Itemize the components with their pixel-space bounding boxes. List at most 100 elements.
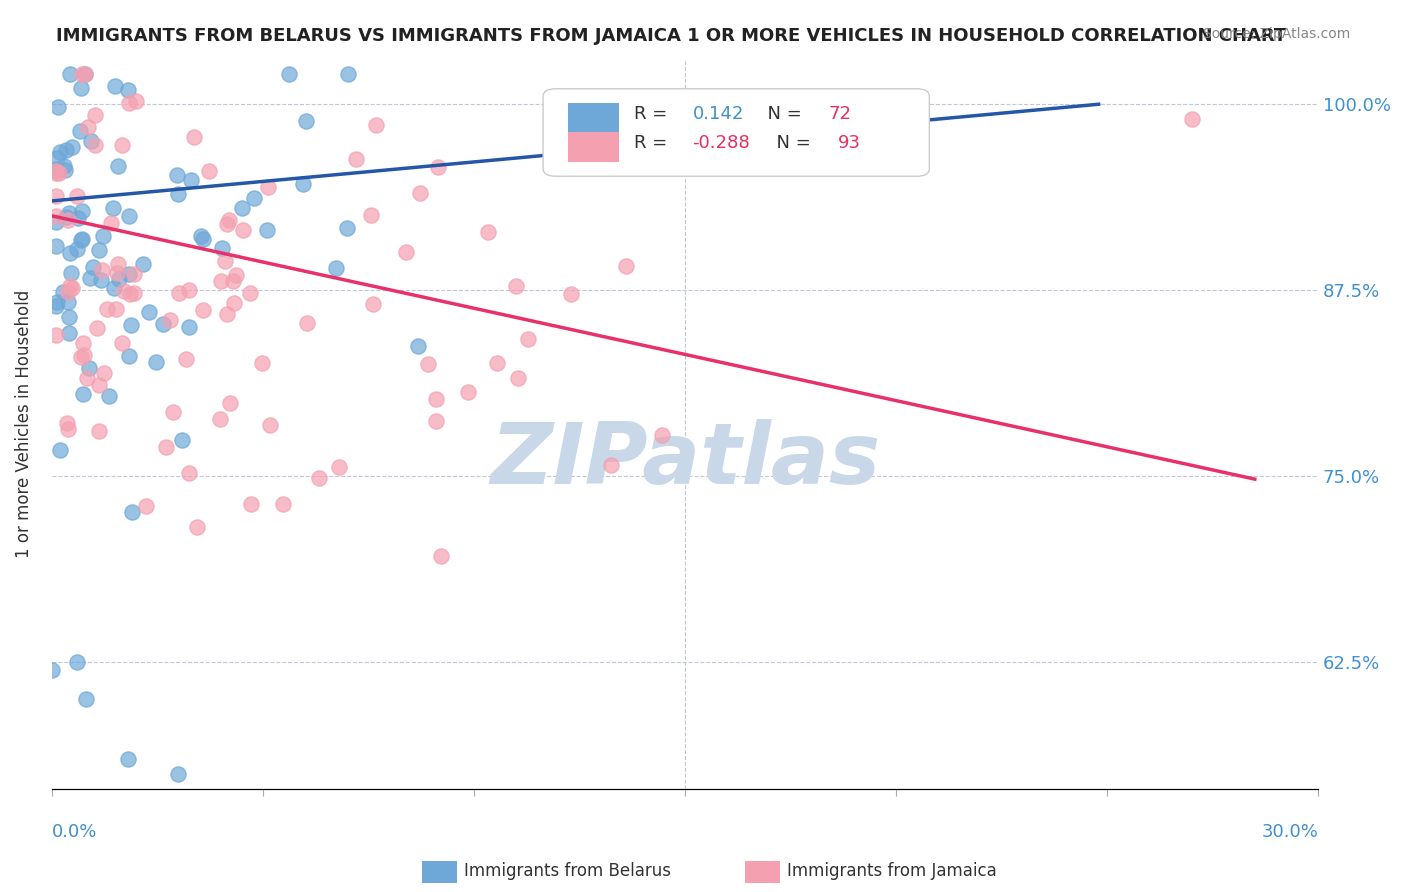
R = -0.288   N = 93 bbox=[363, 296, 385, 310]
R = -0.288   N = 93 bbox=[485, 355, 508, 369]
R = -0.288   N = 93 bbox=[45, 327, 67, 342]
R = -0.288   N = 93 bbox=[1180, 112, 1202, 127]
R =   0.142   N = 72 bbox=[55, 144, 77, 158]
R = -0.288   N = 93 bbox=[122, 286, 145, 301]
R =   0.142   N = 72 bbox=[45, 215, 67, 229]
R = -0.288   N = 93 bbox=[191, 302, 214, 317]
R =   0.142   N = 72 bbox=[121, 505, 143, 519]
R = -0.288   N = 93 bbox=[186, 520, 208, 534]
R = -0.288   N = 93 bbox=[344, 152, 367, 166]
R = -0.288   N = 93 bbox=[360, 208, 382, 222]
R =   0.142   N = 72 bbox=[53, 160, 76, 174]
R =   0.142   N = 72 bbox=[103, 280, 125, 294]
R = -0.288   N = 93 bbox=[614, 259, 637, 273]
R = -0.288   N = 93 bbox=[73, 67, 96, 81]
R =   0.142   N = 72 bbox=[211, 241, 233, 255]
R = -0.288   N = 93 bbox=[48, 165, 70, 179]
R =   0.142   N = 72 bbox=[89, 243, 111, 257]
R =   0.142   N = 72 bbox=[256, 223, 278, 237]
R =   0.142   N = 72 bbox=[145, 354, 167, 368]
R =   0.142   N = 72 bbox=[336, 67, 359, 81]
R = -0.288   N = 93 bbox=[395, 244, 418, 259]
R = -0.288   N = 93 bbox=[70, 67, 93, 81]
R = -0.288   N = 93 bbox=[87, 378, 110, 392]
R = -0.288   N = 93 bbox=[364, 119, 387, 133]
R = -0.288   N = 93 bbox=[58, 285, 80, 299]
R = -0.288   N = 93 bbox=[600, 458, 623, 473]
R =   0.142   N = 72 bbox=[291, 177, 314, 191]
R =   0.142   N = 72 bbox=[75, 692, 97, 706]
R =   0.142   N = 72 bbox=[79, 271, 101, 285]
R = -0.288   N = 93 bbox=[214, 254, 236, 268]
R =   0.142   N = 72 bbox=[58, 326, 80, 341]
R =   0.142   N = 72 bbox=[101, 201, 124, 215]
R =   0.142   N = 72 bbox=[52, 285, 75, 299]
R =   0.142   N = 72 bbox=[118, 209, 141, 223]
R = -0.288   N = 93 bbox=[273, 497, 295, 511]
R =   0.142   N = 72 bbox=[90, 273, 112, 287]
R =   0.142   N = 72 bbox=[45, 294, 67, 309]
R = -0.288   N = 93 bbox=[135, 500, 157, 514]
R = -0.288   N = 93 bbox=[124, 267, 146, 281]
R =   0.142   N = 72 bbox=[325, 260, 347, 275]
R =   0.142   N = 72 bbox=[73, 67, 96, 81]
Text: 30.0%: 30.0% bbox=[1261, 823, 1319, 841]
R =   0.142   N = 72 bbox=[67, 211, 90, 225]
R = -0.288   N = 93 bbox=[297, 316, 319, 330]
R =   0.142   N = 72 bbox=[191, 232, 214, 246]
R = -0.288   N = 93 bbox=[70, 351, 93, 365]
R =   0.142   N = 72 bbox=[77, 361, 100, 376]
R = -0.288   N = 93 bbox=[517, 332, 540, 346]
R = -0.288   N = 93 bbox=[328, 459, 350, 474]
Text: 0.142: 0.142 bbox=[693, 105, 744, 123]
R = -0.288   N = 93 bbox=[72, 335, 94, 350]
R = -0.288   N = 93 bbox=[60, 280, 83, 294]
R = -0.288   N = 93 bbox=[84, 138, 107, 153]
R = -0.288   N = 93 bbox=[66, 189, 89, 203]
R = -0.288   N = 93 bbox=[45, 209, 67, 223]
R = -0.288   N = 93 bbox=[91, 262, 114, 277]
R = -0.288   N = 93 bbox=[155, 440, 177, 454]
R =   0.142   N = 72 bbox=[118, 267, 141, 281]
R =   0.142   N = 72 bbox=[103, 78, 125, 93]
R =   0.142   N = 72 bbox=[53, 162, 76, 177]
R = -0.288   N = 93 bbox=[215, 307, 238, 321]
R =   0.142   N = 72 bbox=[58, 206, 80, 220]
R =   0.142   N = 72 bbox=[72, 204, 94, 219]
R =   0.142   N = 72 bbox=[46, 100, 69, 114]
Text: ZIPatlas: ZIPatlas bbox=[489, 419, 880, 502]
R = -0.288   N = 93 bbox=[183, 130, 205, 145]
R = -0.288   N = 93 bbox=[198, 164, 221, 178]
R = -0.288   N = 93 bbox=[107, 257, 129, 271]
R =   0.142   N = 72 bbox=[166, 186, 188, 201]
R =   0.142   N = 72 bbox=[59, 246, 82, 260]
R = -0.288   N = 93 bbox=[409, 186, 432, 201]
R = -0.288   N = 93 bbox=[112, 284, 135, 298]
R = -0.288   N = 93 bbox=[96, 302, 118, 317]
R = -0.288   N = 93 bbox=[430, 549, 453, 563]
R =   0.142   N = 72 bbox=[152, 317, 174, 331]
Text: 72: 72 bbox=[828, 105, 851, 123]
R =   0.142   N = 72 bbox=[117, 752, 139, 766]
R =   0.142   N = 72 bbox=[118, 349, 141, 363]
R = -0.288   N = 93 bbox=[174, 352, 197, 367]
R =   0.142   N = 72 bbox=[59, 266, 82, 280]
R =   0.142   N = 72 bbox=[82, 260, 104, 274]
R =   0.142   N = 72 bbox=[60, 139, 83, 153]
R =   0.142   N = 72 bbox=[167, 766, 190, 780]
R =   0.142   N = 72 bbox=[41, 663, 63, 677]
R =   0.142   N = 72 bbox=[66, 242, 89, 256]
R =   0.142   N = 72 bbox=[170, 433, 193, 447]
R = -0.288   N = 93 bbox=[218, 212, 240, 227]
R =   0.142   N = 72 bbox=[70, 233, 93, 247]
R = -0.288   N = 93 bbox=[425, 414, 447, 428]
R =   0.142   N = 72 bbox=[66, 655, 89, 669]
R = -0.288   N = 93 bbox=[76, 370, 98, 384]
R = -0.288   N = 93 bbox=[505, 278, 527, 293]
R = -0.288   N = 93 bbox=[506, 371, 529, 385]
R =   0.142   N = 72 bbox=[48, 442, 70, 457]
R = -0.288   N = 93 bbox=[219, 396, 242, 410]
R = -0.288   N = 93 bbox=[457, 384, 479, 399]
Text: R =: R = bbox=[634, 135, 673, 153]
R = -0.288   N = 93 bbox=[56, 213, 79, 227]
